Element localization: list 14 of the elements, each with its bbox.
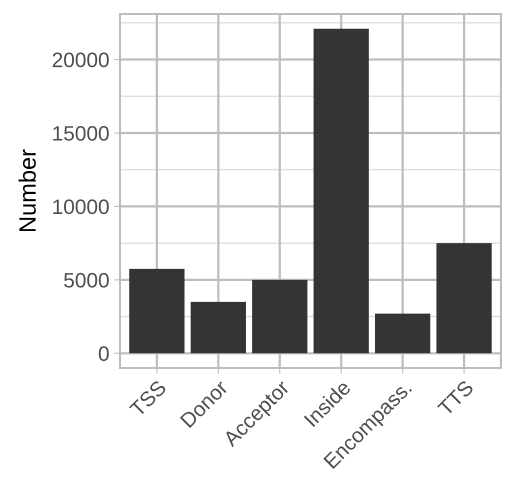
bar (129, 268, 185, 354)
y-tick-label: 10000 (53, 199, 109, 214)
bar (436, 243, 492, 354)
bar (314, 28, 369, 354)
bar (190, 302, 246, 354)
x-tick-label: TTS (436, 379, 474, 417)
y-tick-label: 0 (98, 346, 109, 362)
y-tick-label: 15000 (53, 126, 109, 141)
x-tick-label: TSS (128, 379, 168, 418)
bar (374, 314, 430, 354)
bar (252, 280, 308, 354)
y-axis-title: Number (18, 149, 36, 232)
y-tick-label: 5000 (64, 272, 109, 288)
y-tick-label: 20000 (52, 52, 109, 68)
